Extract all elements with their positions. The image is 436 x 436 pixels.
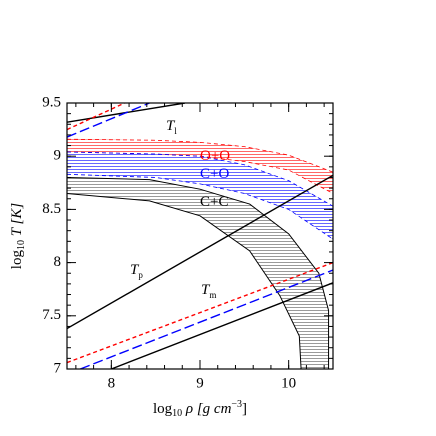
x-tick-label: 9 — [196, 375, 204, 391]
band-edge — [67, 173, 333, 240]
x-label-sub: 10 — [172, 408, 182, 419]
line — [67, 174, 333, 330]
line — [67, 103, 150, 138]
line — [67, 261, 333, 364]
annotation: Tp — [130, 262, 143, 280]
line — [80, 269, 333, 369]
y-tick-label: 8 — [54, 254, 62, 270]
annotation: Tl — [166, 118, 177, 136]
x-tick-label: 8 — [108, 375, 116, 391]
x-label-sup: −3 — [231, 399, 242, 410]
y-tick-label: 7.5 — [42, 307, 61, 323]
y-label-rest: T [K] — [9, 203, 25, 240]
y-label-main: log — [9, 250, 25, 270]
annotation-text: T — [166, 118, 176, 134]
annotation-sub: p — [138, 270, 143, 280]
x-label-end: ] — [242, 401, 247, 417]
y-tick-label: 8.5 — [42, 201, 61, 217]
annotation-text: C+O — [200, 166, 229, 182]
x-axis-label: log10 ρ [g cm−3] — [153, 399, 247, 419]
annotation-text: C+C — [200, 194, 228, 210]
band-fill — [67, 151, 333, 240]
y-tick-label: 7 — [54, 360, 62, 376]
band-fill — [67, 177, 329, 369]
lines — [67, 103, 333, 369]
annotation-sub: l — [174, 126, 177, 136]
annotation: Tm — [201, 282, 216, 300]
x-tick-label: 10 — [281, 375, 296, 391]
annotation-text: T — [130, 262, 140, 278]
annotation-sub: m — [209, 290, 216, 300]
bands — [67, 138, 333, 369]
band-edge — [67, 151, 333, 207]
band-edge — [67, 176, 330, 369]
y-label-sub: 10 — [16, 240, 27, 250]
annotation: C+C — [200, 194, 228, 210]
line — [67, 103, 125, 131]
y-tick-label: 9 — [54, 148, 62, 164]
annotation-text: T — [201, 282, 211, 298]
y-axis-label: log10 T [K] — [9, 203, 27, 270]
band-edge — [67, 192, 302, 369]
band-fill — [67, 139, 333, 194]
annotation: O+O — [200, 148, 230, 164]
y-tick-label: 9.5 — [42, 94, 61, 110]
x-label-main: log — [153, 401, 173, 417]
annotation: C+O — [200, 166, 229, 182]
line — [111, 282, 333, 369]
band-edge — [67, 138, 333, 173]
x-label-rest: ρ [g cm — [182, 401, 231, 417]
annotation-text: O+O — [200, 148, 230, 164]
